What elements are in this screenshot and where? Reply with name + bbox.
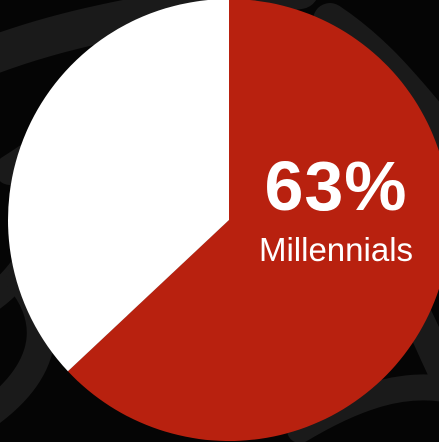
slice-percent-label: 63% <box>264 147 408 225</box>
pie-slice-millennials <box>67 0 439 441</box>
slice-series-label: Millennials <box>258 231 414 268</box>
pie-slice-other-1 <box>8 0 229 372</box>
